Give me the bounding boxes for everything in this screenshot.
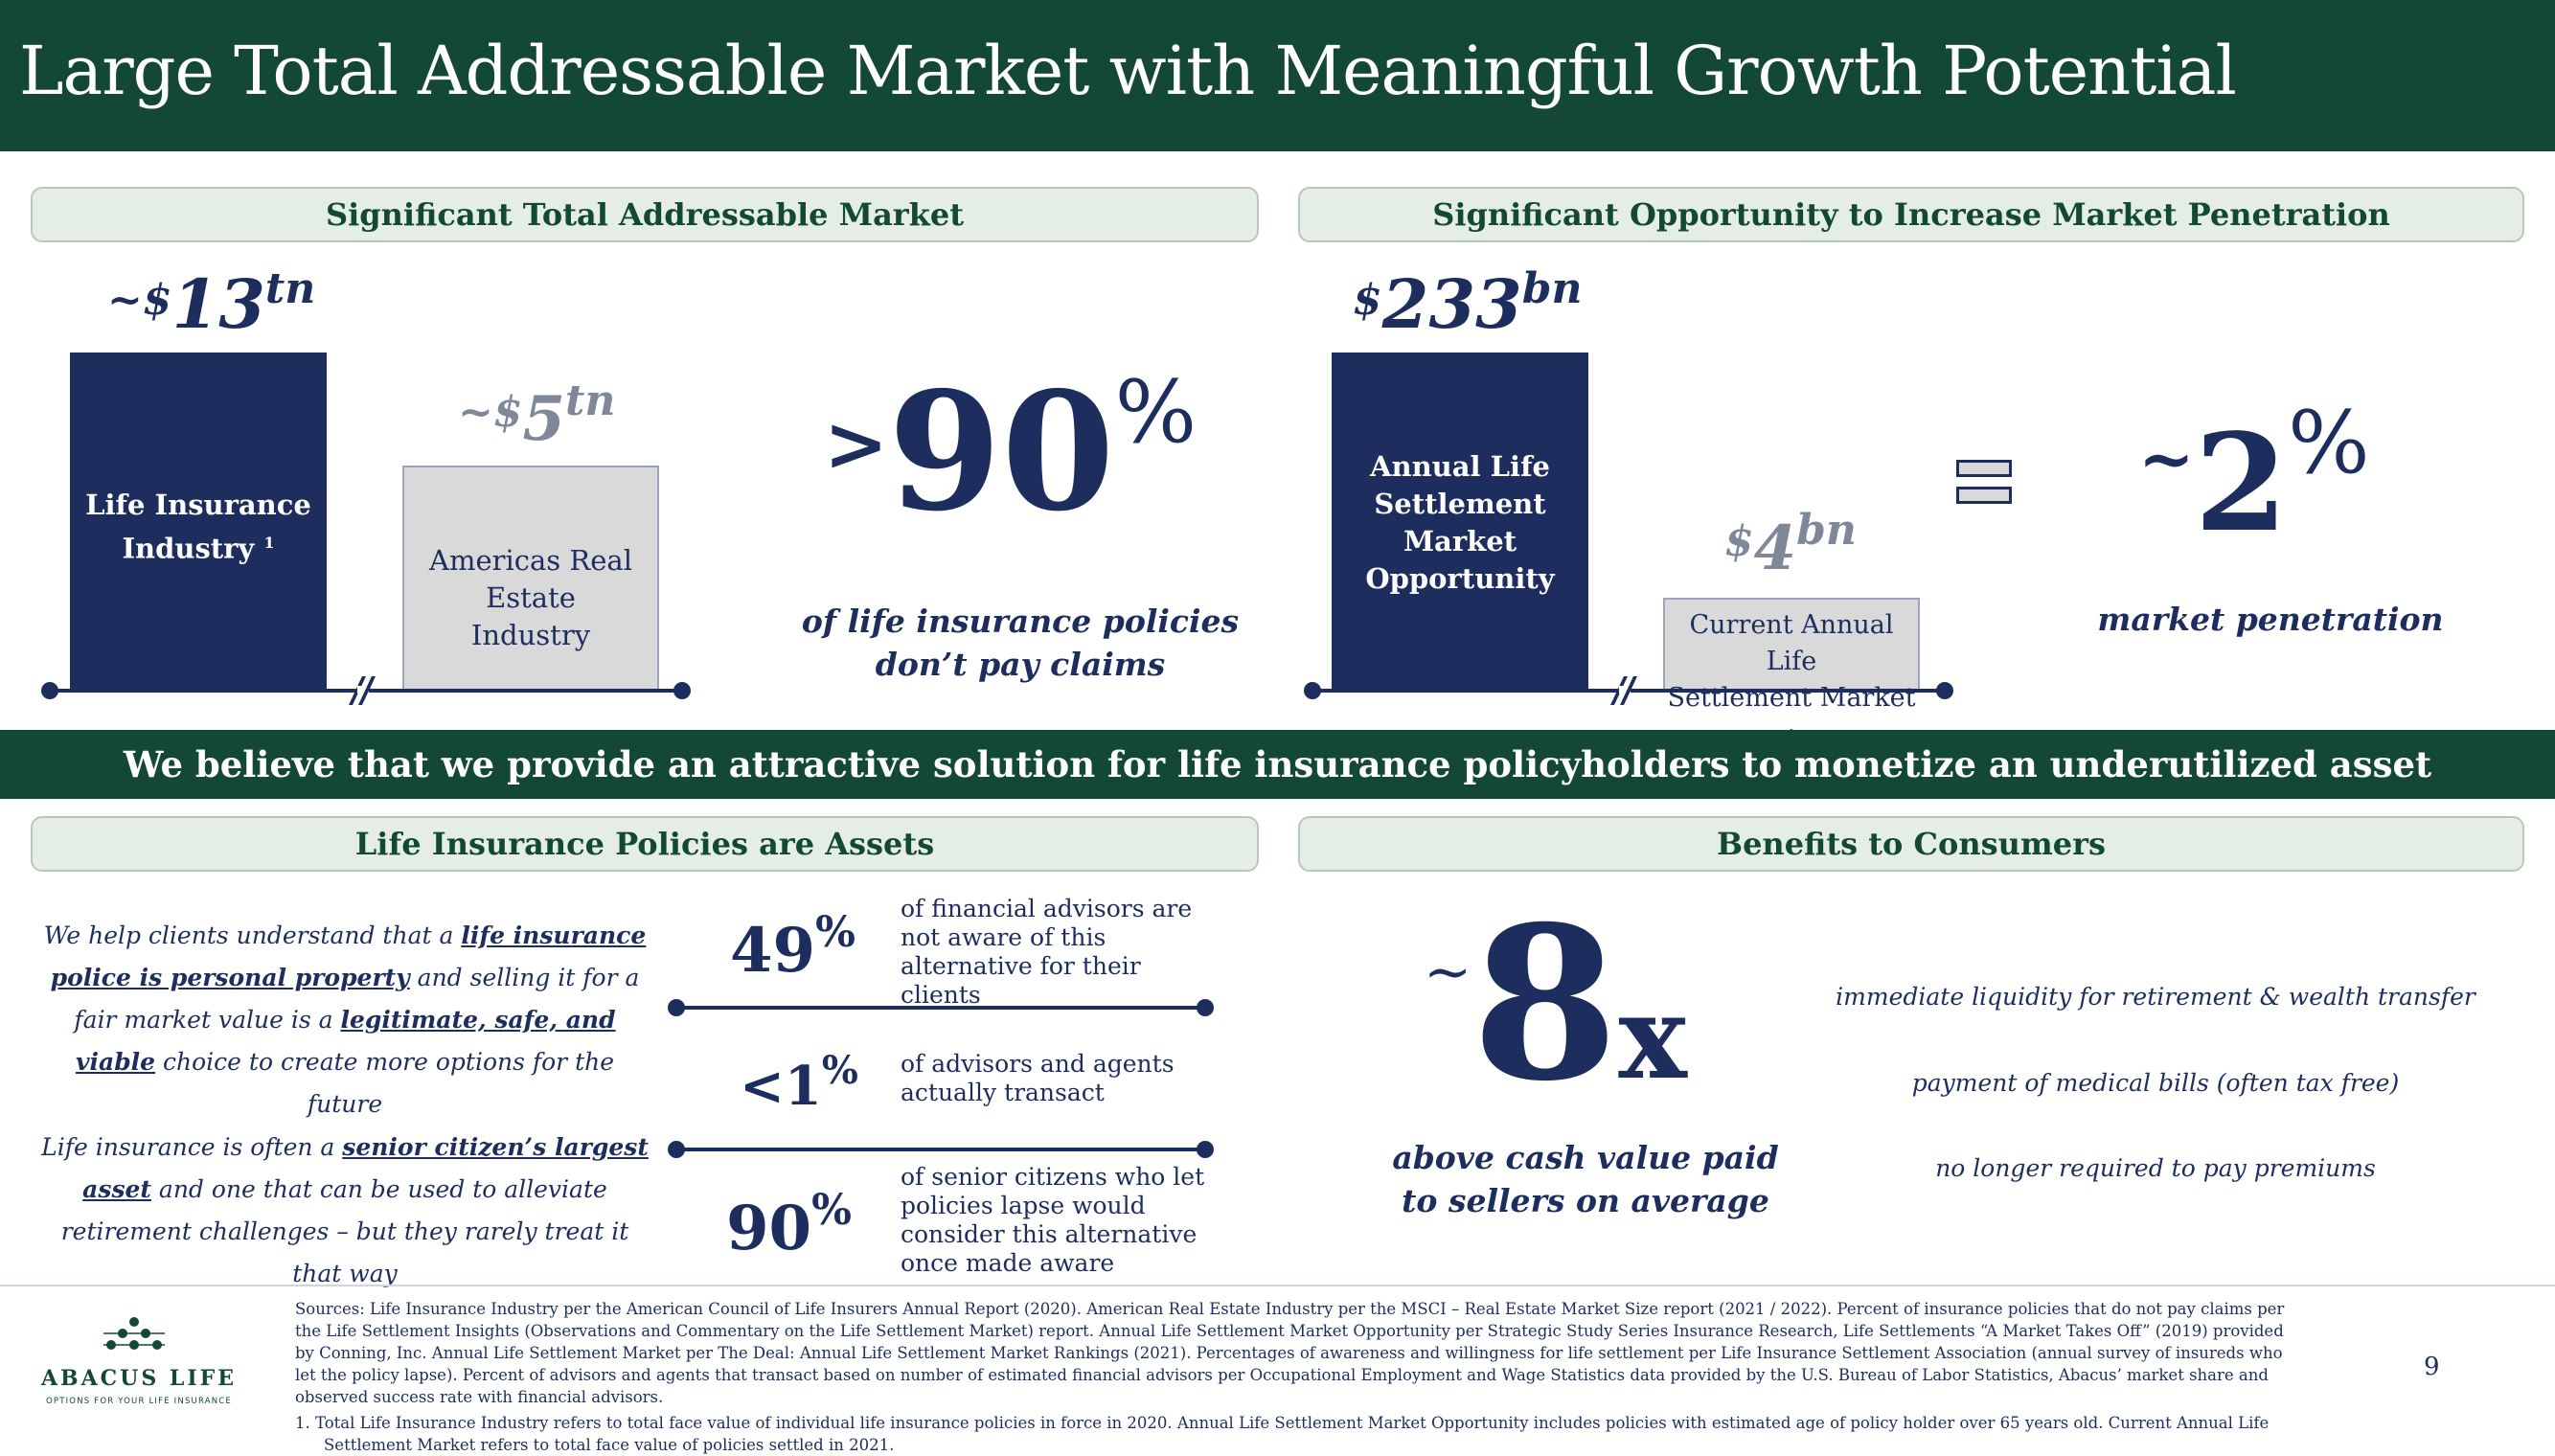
sources-paragraph: Sources: Life Insurance Industry per the…	[295, 1300, 2285, 1406]
stat-seniors-consider: 90%	[726, 1186, 852, 1264]
penetration-axis-break-icon	[1611, 676, 1636, 705]
current-market-bar-label: Current Annual Life Settlement Market 1	[1667, 610, 1916, 743]
abacus-logo-tagline: OPTIONS FOR YOUR LIFE INSURANCE	[45, 1397, 233, 1406]
tam-axis-break-icon	[350, 676, 375, 705]
benefit-item: payment of medical bills (often tax free…	[1911, 1069, 2400, 1097]
abacus-logo-icon	[103, 1316, 165, 1358]
footer-divider	[0, 1285, 2555, 1286]
assets-paragraph-2: Life insurance is often a senior citizen…	[41, 1133, 649, 1287]
life-insurance-bar-label: Life Insurance Industry 1	[85, 489, 311, 565]
title-bar: Large Total Addressable Market with Mean…	[0, 0, 2555, 151]
policies-stat: >90%	[824, 356, 1198, 548]
policies-stat-caption: of life insurance policies don’t pay cla…	[801, 603, 1240, 683]
current-market-value: $4bn	[1724, 506, 1857, 584]
cash-value-multiple: ~8x	[1424, 879, 1687, 1127]
page-number: 9	[2424, 1353, 2440, 1381]
section-heading-assets: Life Insurance Policies are Assets	[31, 816, 1259, 872]
stat-divider-1	[675, 1006, 1207, 1010]
benefit-item: immediate liquidity for retirement & wea…	[1836, 983, 2475, 1011]
real-estate-bar	[402, 466, 659, 692]
life-insurance-value: ~$13tn	[107, 264, 316, 344]
stat-advisors-unaware: 49%	[730, 908, 855, 987]
cash-value-multiple-caption: above cash value paid to sellers on aver…	[1392, 1139, 1779, 1219]
stat-divider-2	[675, 1148, 1207, 1151]
stat-divider-2-dot-left	[668, 1141, 685, 1158]
stat-divider-1-dot-left	[668, 999, 685, 1016]
life-insurance-bar	[70, 353, 327, 692]
slide-title: Large Total Addressable Market with Mean…	[19, 32, 2237, 110]
footnote-1: 1. Total Life Insurance Industry refers …	[295, 1414, 2270, 1454]
penetration-caption: market penetration	[2097, 601, 2444, 638]
penetration-stat: ~2%	[2138, 393, 2370, 562]
section-heading-benefits: Benefits to Consumers	[1298, 816, 2524, 872]
penetration-axis-dot-left	[1304, 682, 1321, 699]
abacus-logo-name: ABACUS LIFE	[40, 1366, 238, 1391]
section-heading-tam: Significant Total Addressable Market	[31, 187, 1259, 242]
value-proposition-banner: We believe that we provide an attractive…	[0, 730, 2555, 799]
benefit-item: no longer required to pay premiums	[1935, 1154, 2376, 1182]
assets-paragraph-1: We help clients understand that a life i…	[43, 921, 647, 1118]
tam-axis-dot-right	[673, 682, 691, 699]
current-market-bar	[1663, 598, 1920, 692]
stat-divider-2-dot-right	[1197, 1141, 1214, 1158]
stat-advisors-transact-text: of advisors and agents actually transact	[901, 1050, 1175, 1106]
stat-seniors-consider-text: of senior citizens who let policies laps…	[901, 1163, 1205, 1277]
penetration-axis-dot-right	[1936, 682, 1953, 699]
stat-divider-1-dot-right	[1197, 999, 1214, 1016]
tam-axis-dot-left	[41, 682, 58, 699]
stat-advisors-unaware-text: of financial advisors are not aware of t…	[901, 895, 1193, 1009]
opportunity-value: $233bn	[1353, 264, 1583, 344]
opportunity-bar-label: Annual Life Settlement Market Opportunit…	[1365, 450, 1555, 595]
sources-text: Sources: Life Insurance Industry per the…	[295, 1298, 2307, 1456]
real-estate-value: ~$5tn	[458, 376, 616, 455]
real-estate-bar-label: Americas Real Estate Industry	[429, 544, 632, 651]
section-heading-penetration: Significant Opportunity to Increase Mark…	[1298, 187, 2524, 242]
equals-icon	[1956, 460, 2016, 506]
opportunity-bar	[1332, 353, 1588, 692]
stat-advisors-transact: <1%	[740, 1048, 858, 1118]
